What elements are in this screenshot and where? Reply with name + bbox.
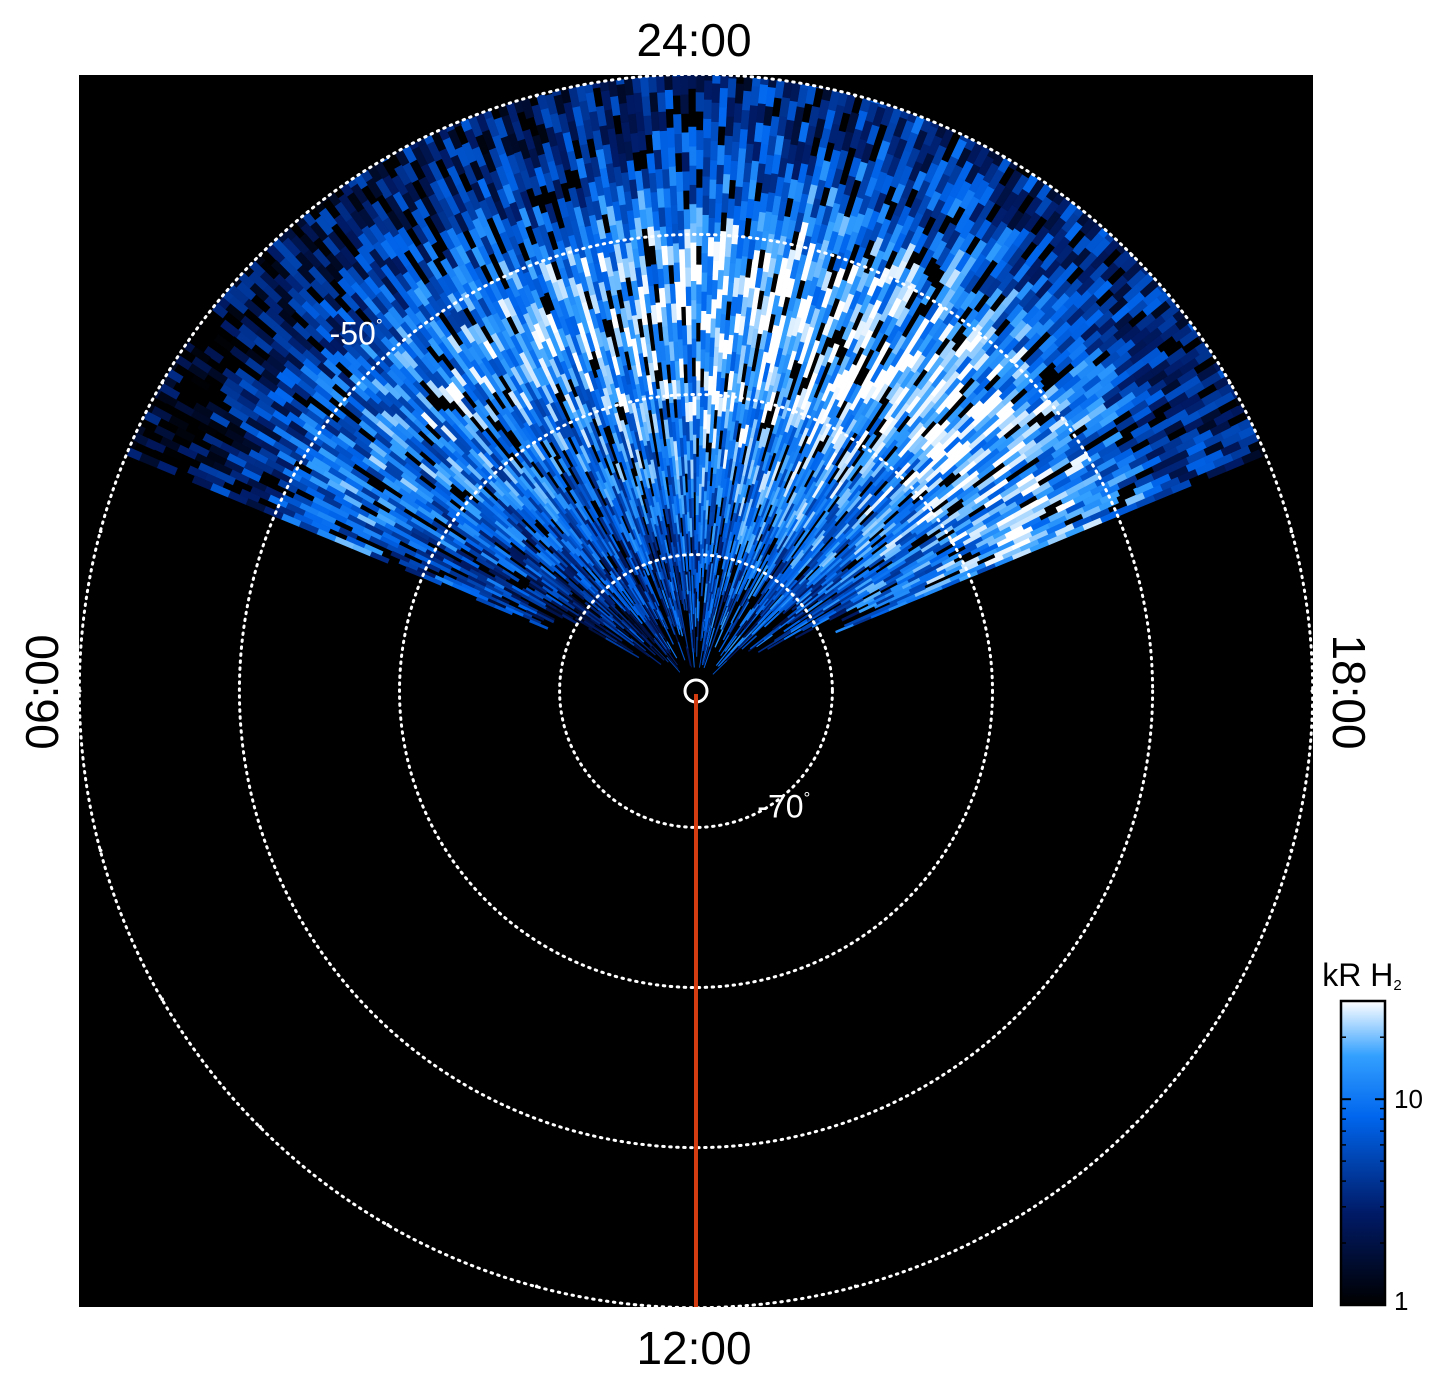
meridian-line [1132, 1127, 1133, 1128]
colorbar-label: kR H2 [1322, 957, 1401, 994]
local-time-label-top: 24:00 [636, 14, 751, 66]
meridian-line [260, 1127, 261, 1128]
latitude-label: -50° [330, 316, 383, 352]
meridian-line [1132, 255, 1133, 256]
meridian-line [260, 255, 261, 256]
colorbar-tick-label: 1 [1394, 1286, 1408, 1316]
colorbar-gradient [1341, 1001, 1385, 1305]
colorbar-tick-label: 10 [1394, 1084, 1423, 1114]
local-time-label-left: 06:00 [16, 634, 68, 749]
local-time-label-right: 18:00 [1323, 634, 1375, 749]
latitude-label: -70° [757, 788, 810, 824]
local-time-label-bottom: 12:00 [636, 1322, 751, 1374]
colorbar: 10 1 kR H2 [1322, 957, 1423, 1316]
